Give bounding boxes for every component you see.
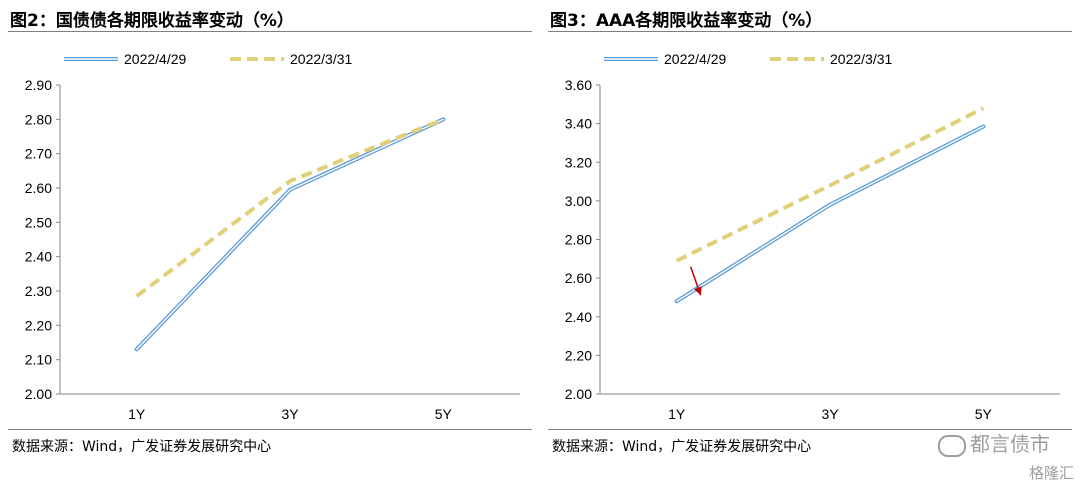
y-tick-label: 2.20 [25,317,52,333]
line-chart-aaa: 2.00 2.20 2.40 2.60 2.80 3.00 3.20 3.40 3.60 1Y 3Y… [565,51,1060,422]
y-tick-label: 2.60 [25,180,52,196]
x-tick-label: 3Y [281,406,299,422]
annotation-arrow-head [694,286,702,296]
series-line-inner-0 [135,118,445,351]
y-tick-label: 3.20 [565,154,592,170]
chart-panel-left: 图2：国债债各期限收益率变动（%） 2.00 2.10 2.20 2.30 2.40 2.… [8,11,532,455]
legend-label: 2022/4/29 [664,51,726,67]
y-tick-label: 2.00 [565,386,592,402]
watermark-sub: 格隆汇 [1028,464,1074,482]
y-tick-label: 2.40 [565,309,592,325]
y-tick-label: 3.40 [565,116,592,132]
watermark-main: 都言债市 [970,432,1050,456]
series-line-1 [135,117,445,298]
y-tick-label: 2.30 [25,283,52,299]
legend-label: 2022/4/29 [124,51,186,67]
y-tick-label: 2.00 [25,386,52,402]
y-tick-label: 2.70 [25,146,52,162]
y-tick-label: 2.40 [25,249,52,265]
source-divider [8,429,532,430]
y-tick-label: 2.20 [565,347,592,363]
y-tick-label: 2.80 [565,232,592,248]
series-line-0 [674,124,986,304]
legend-label: 2022/3/31 [830,51,892,67]
series-line-inner-0 [675,125,985,302]
chart-title: 图2：国债债各期限收益率变动（%） [10,11,294,31]
title-divider [548,31,1072,32]
y-tick-label: 3.60 [565,77,592,93]
legend-label: 2022/3/31 [290,51,352,67]
series-line-1 [675,106,985,263]
x-tick-label: 5Y [435,406,453,422]
y-tick-label: 3.00 [565,193,592,209]
chart-source: 数据来源：Wind，广发证券发展研究中心 [552,439,812,455]
title-divider [8,31,532,32]
y-tick-label: 2.60 [565,270,592,286]
source-divider [548,429,1072,430]
line-chart-treasury: 2.00 2.10 2.20 2.30 2.40 2.50 2.60 2.70 2.80 2.90… [25,51,520,422]
chart-panel-right: 图3：AAA各期限收益率变动（%） 2.00 2.20 2.40 2.60 2.80 3.… [540,0,1080,491]
x-tick-label: 3Y [821,406,839,422]
chart-title: 图3：AAA各期限收益率变动（%） [550,11,823,31]
x-tick-label: 1Y [668,406,686,422]
x-tick-label: 5Y [975,406,993,422]
wechat-icon [938,434,966,457]
series-line-0 [134,117,446,352]
chart-source: 数据来源：Wind，广发证券发展研究中心 [12,439,272,455]
y-tick-label: 2.90 [25,77,52,93]
watermark: 都言债市 [938,428,1050,457]
y-tick-label: 2.10 [25,352,52,368]
y-tick-label: 2.50 [25,214,52,230]
y-tick-label: 2.80 [25,111,52,127]
x-tick-label: 1Y [128,406,146,422]
